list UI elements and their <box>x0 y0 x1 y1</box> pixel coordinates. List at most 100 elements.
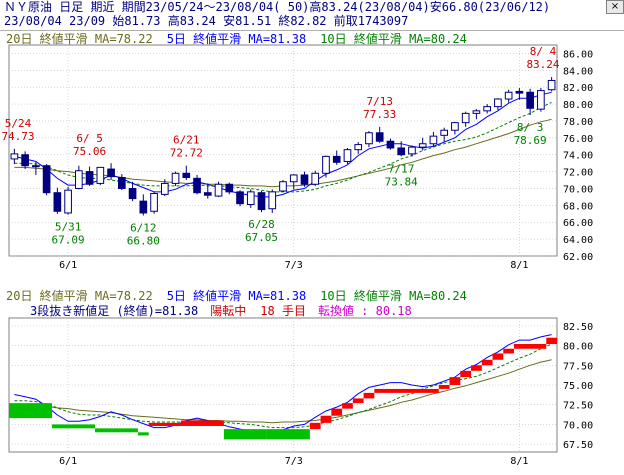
renko-block <box>449 377 461 385</box>
renko-ma10-line <box>14 343 552 429</box>
price-y-tick-label: 64.00 <box>563 235 593 246</box>
candle-body <box>257 192 266 211</box>
candle-body <box>289 174 298 183</box>
renko-block <box>374 388 439 393</box>
candle-body <box>408 146 416 155</box>
price-annotation-date: 5/31 <box>55 221 82 234</box>
candle-body <box>332 155 341 163</box>
candle-body <box>85 171 94 185</box>
price-annotation-value: 66.80 <box>127 234 160 247</box>
candle-body <box>268 191 277 210</box>
candle-body <box>107 168 115 178</box>
price-x-tick-label: 6/1 <box>59 260 77 271</box>
price-annotation-value: 78.69 <box>514 134 547 147</box>
candle-body <box>322 155 330 174</box>
price-annotation-date: 6/ 5 <box>76 132 103 145</box>
candle-body <box>515 90 524 94</box>
renko-block <box>223 429 267 440</box>
price-annotation-date: 7/17 <box>388 162 415 175</box>
price-legend-entry: 20日 終値平滑 MA=78.22 <box>6 31 153 46</box>
renko-panel: 20日 終値平滑 MA=78.22 5日 終値平滑 MA=81.38 10日 終値平… <box>6 288 593 467</box>
price-y-tick-label: 82.00 <box>563 83 593 94</box>
ma5-line <box>14 91 552 198</box>
renko-block <box>51 424 95 429</box>
candle-body <box>21 154 29 167</box>
price-y-tick-label: 68.00 <box>563 201 593 212</box>
renko-ma5-line <box>14 334 552 433</box>
renko-block <box>320 415 332 423</box>
candle-body <box>461 112 470 124</box>
renko-status-signal: 陽転中 <box>210 303 246 318</box>
renko-block <box>363 392 375 399</box>
renko-block <box>94 428 138 433</box>
renko-status-count: 18 手目 <box>260 304 306 318</box>
renko-legend-entry: 5日 終値平滑 MA=81.38 <box>167 288 306 303</box>
renko-block <box>309 422 321 430</box>
renko-block <box>481 359 493 366</box>
renko-block <box>352 398 364 404</box>
renko-block <box>180 420 224 426</box>
price-plot-frame <box>8 44 558 257</box>
price-annotation-value: 73.84 <box>385 175 418 188</box>
price-annotation-value: 67.05 <box>245 231 278 244</box>
price-y-tick-label: 84.00 <box>563 66 593 77</box>
price-annotation-date: 8/ 3 <box>517 121 544 134</box>
renko-y-tick-label: 77.50 <box>563 361 593 372</box>
candle-body <box>182 172 191 179</box>
session-info: 23/08/04 23/09 始81.73 高83.24 安81.51 終82.… <box>4 14 409 28</box>
price-annotation-date: 5/24 <box>5 117 32 130</box>
renko-block <box>514 344 547 349</box>
price-annotation-date: 7/13 <box>366 95 393 108</box>
candle-body <box>537 90 545 110</box>
candle-body <box>386 140 395 149</box>
candle-body <box>128 187 137 200</box>
price-annotation-value: 83.24 <box>526 58 559 71</box>
candle-body <box>343 149 352 162</box>
price-annotation-date: 6/28 <box>248 218 275 231</box>
renko-block <box>331 408 343 416</box>
renko-block <box>438 385 450 389</box>
candle-body <box>53 192 62 212</box>
candle-body <box>193 177 201 194</box>
renko-block <box>148 422 181 426</box>
price-annotation-value: 77.33 <box>363 108 396 121</box>
candle-body <box>214 183 223 197</box>
price-y-tick-label: 76.00 <box>563 134 593 145</box>
price-y-tick-label: 78.00 <box>563 117 593 128</box>
renko-plot-frame <box>8 317 558 453</box>
candle-body <box>429 135 438 145</box>
renko-block <box>546 337 557 345</box>
price-annotation-date: 6/12 <box>130 221 157 234</box>
candle-body <box>225 183 234 193</box>
candle-body <box>96 166 105 184</box>
price-legend-entry: 5日 終値平滑 MA=81.38 <box>167 31 306 46</box>
renko-x-tick-label: 8/1 <box>510 456 528 467</box>
candle-body <box>160 182 169 195</box>
candle-body <box>279 181 287 192</box>
price-annotation-value: 75.06 <box>73 145 106 158</box>
renko-x-tick-label: 7/3 <box>285 456 303 467</box>
price-x-tick-label: 8/1 <box>510 260 528 271</box>
candle-body <box>418 143 427 148</box>
candle-body <box>150 193 158 212</box>
price-annotation-value: 67.09 <box>52 234 85 247</box>
price-y-tick-label: 66.00 <box>563 218 593 229</box>
price-y-tick-label: 74.00 <box>563 151 593 162</box>
renko-block <box>503 348 515 354</box>
candle-body <box>440 129 449 136</box>
price-y-tick-label: 80.00 <box>563 100 593 111</box>
renko-y-tick-label: 72.50 <box>563 401 593 412</box>
candle-body <box>42 165 51 194</box>
candle-body <box>64 189 72 214</box>
candle-body <box>451 122 459 131</box>
candle-body <box>483 106 491 112</box>
candle-body <box>494 98 502 108</box>
candle-body <box>117 177 126 189</box>
renko-block <box>137 432 149 436</box>
price-y-tick-label: 86.00 <box>563 49 593 60</box>
price-y-tick-label: 62.00 <box>563 252 593 263</box>
close-button[interactable]: × <box>606 0 624 14</box>
price-y-tick-label: 70.00 <box>563 184 593 195</box>
candle-body <box>139 200 148 214</box>
